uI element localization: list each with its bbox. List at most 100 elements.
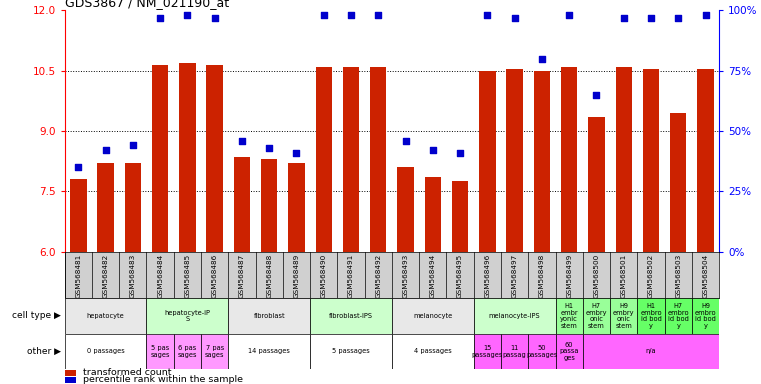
Text: GDS3867 / NM_021190_at: GDS3867 / NM_021190_at <box>65 0 229 9</box>
Text: 7 pas
sages: 7 pas sages <box>205 345 224 358</box>
Text: GSM568504: GSM568504 <box>702 253 708 298</box>
Bar <box>65 377 76 383</box>
Text: H1
embro
id bod
y: H1 embro id bod y <box>640 303 662 329</box>
Text: 11
passag: 11 passag <box>503 345 527 358</box>
Text: GSM568490: GSM568490 <box>320 253 326 298</box>
Bar <box>65 298 146 334</box>
Point <box>345 12 357 18</box>
Point <box>181 12 193 18</box>
Text: GSM568503: GSM568503 <box>675 253 681 298</box>
Text: GSM568496: GSM568496 <box>484 253 490 298</box>
Bar <box>70 179 87 252</box>
Text: GSM568500: GSM568500 <box>594 253 600 298</box>
Text: GSM568495: GSM568495 <box>457 253 463 298</box>
Bar <box>638 298 664 334</box>
Bar <box>174 334 201 369</box>
Bar <box>643 69 659 252</box>
Point <box>72 164 84 170</box>
Point <box>100 147 112 153</box>
Bar <box>664 298 692 334</box>
Point <box>291 150 303 156</box>
Bar <box>152 65 168 252</box>
Text: 14 passages: 14 passages <box>248 348 290 354</box>
Text: 60
passa
ges: 60 passa ges <box>559 342 579 361</box>
Bar <box>180 63 196 252</box>
Bar <box>397 167 414 252</box>
Bar <box>501 334 528 369</box>
Point <box>508 15 521 21</box>
Text: 5 pas
sages: 5 pas sages <box>151 345 170 358</box>
Point <box>317 12 330 18</box>
Text: GSM568494: GSM568494 <box>430 253 436 298</box>
Bar <box>588 117 605 252</box>
Bar <box>533 71 550 252</box>
Bar <box>228 298 310 334</box>
Text: 0 passages: 0 passages <box>87 348 125 354</box>
Text: GSM568486: GSM568486 <box>212 253 218 298</box>
Text: GSM568498: GSM568498 <box>539 253 545 298</box>
Text: n/a: n/a <box>645 348 656 354</box>
Point <box>127 142 139 149</box>
Bar <box>65 370 76 376</box>
Text: GSM568489: GSM568489 <box>294 253 300 298</box>
Text: GSM568502: GSM568502 <box>648 253 654 298</box>
Point <box>591 92 603 98</box>
Bar <box>561 67 578 252</box>
Bar <box>201 334 228 369</box>
Text: GSM568499: GSM568499 <box>566 253 572 298</box>
Text: H9
embry
onic
stem: H9 embry onic stem <box>613 303 635 329</box>
Bar <box>125 163 141 252</box>
Text: cell type ▶: cell type ▶ <box>12 311 61 320</box>
Bar <box>670 113 686 252</box>
Point <box>427 147 439 153</box>
Bar <box>507 69 523 252</box>
Text: 6 pas
sages: 6 pas sages <box>177 345 197 358</box>
Bar <box>583 298 610 334</box>
Bar <box>228 334 310 369</box>
Text: hepatocyte-iP
S: hepatocyte-iP S <box>164 310 210 322</box>
Text: GSM568492: GSM568492 <box>375 253 381 298</box>
Text: 50
passages: 50 passages <box>526 345 558 358</box>
Bar <box>479 71 495 252</box>
Text: GSM568497: GSM568497 <box>511 253 517 298</box>
Bar <box>310 334 392 369</box>
Bar <box>310 298 392 334</box>
Point <box>209 15 221 21</box>
Point <box>481 12 493 18</box>
Point <box>563 12 575 18</box>
Bar <box>392 334 473 369</box>
Bar <box>473 298 556 334</box>
Point <box>618 15 630 21</box>
Text: transformed count: transformed count <box>83 368 171 377</box>
Bar <box>97 163 114 252</box>
Text: 15
passages: 15 passages <box>472 345 503 358</box>
Text: H9
embro
id bod
y: H9 embro id bod y <box>695 303 716 329</box>
Text: GSM568481: GSM568481 <box>75 253 81 298</box>
Point <box>645 15 657 21</box>
Point <box>699 12 712 18</box>
Text: GSM568487: GSM568487 <box>239 253 245 298</box>
Bar <box>370 67 387 252</box>
Bar <box>425 177 441 252</box>
Bar <box>146 298 228 334</box>
Text: melanocyte-IPS: melanocyte-IPS <box>489 313 540 319</box>
Text: GSM568501: GSM568501 <box>621 253 627 298</box>
Bar <box>343 67 359 252</box>
Text: fibroblast: fibroblast <box>253 313 285 319</box>
Bar <box>556 298 583 334</box>
Bar <box>556 334 583 369</box>
Text: H1
embr
yonic
stem: H1 embr yonic stem <box>560 303 578 329</box>
Text: GSM568493: GSM568493 <box>403 253 409 298</box>
Point <box>400 137 412 144</box>
Bar <box>697 69 714 252</box>
Bar <box>206 65 223 252</box>
Bar <box>146 334 174 369</box>
Bar <box>261 159 277 252</box>
Text: GSM568483: GSM568483 <box>130 253 136 298</box>
Text: hepatocyte: hepatocyte <box>87 313 125 319</box>
Text: percentile rank within the sample: percentile rank within the sample <box>83 375 243 384</box>
Text: GSM568491: GSM568491 <box>348 253 354 298</box>
Bar <box>473 334 501 369</box>
Point <box>236 137 248 144</box>
Text: fibroblast-IPS: fibroblast-IPS <box>329 313 373 319</box>
